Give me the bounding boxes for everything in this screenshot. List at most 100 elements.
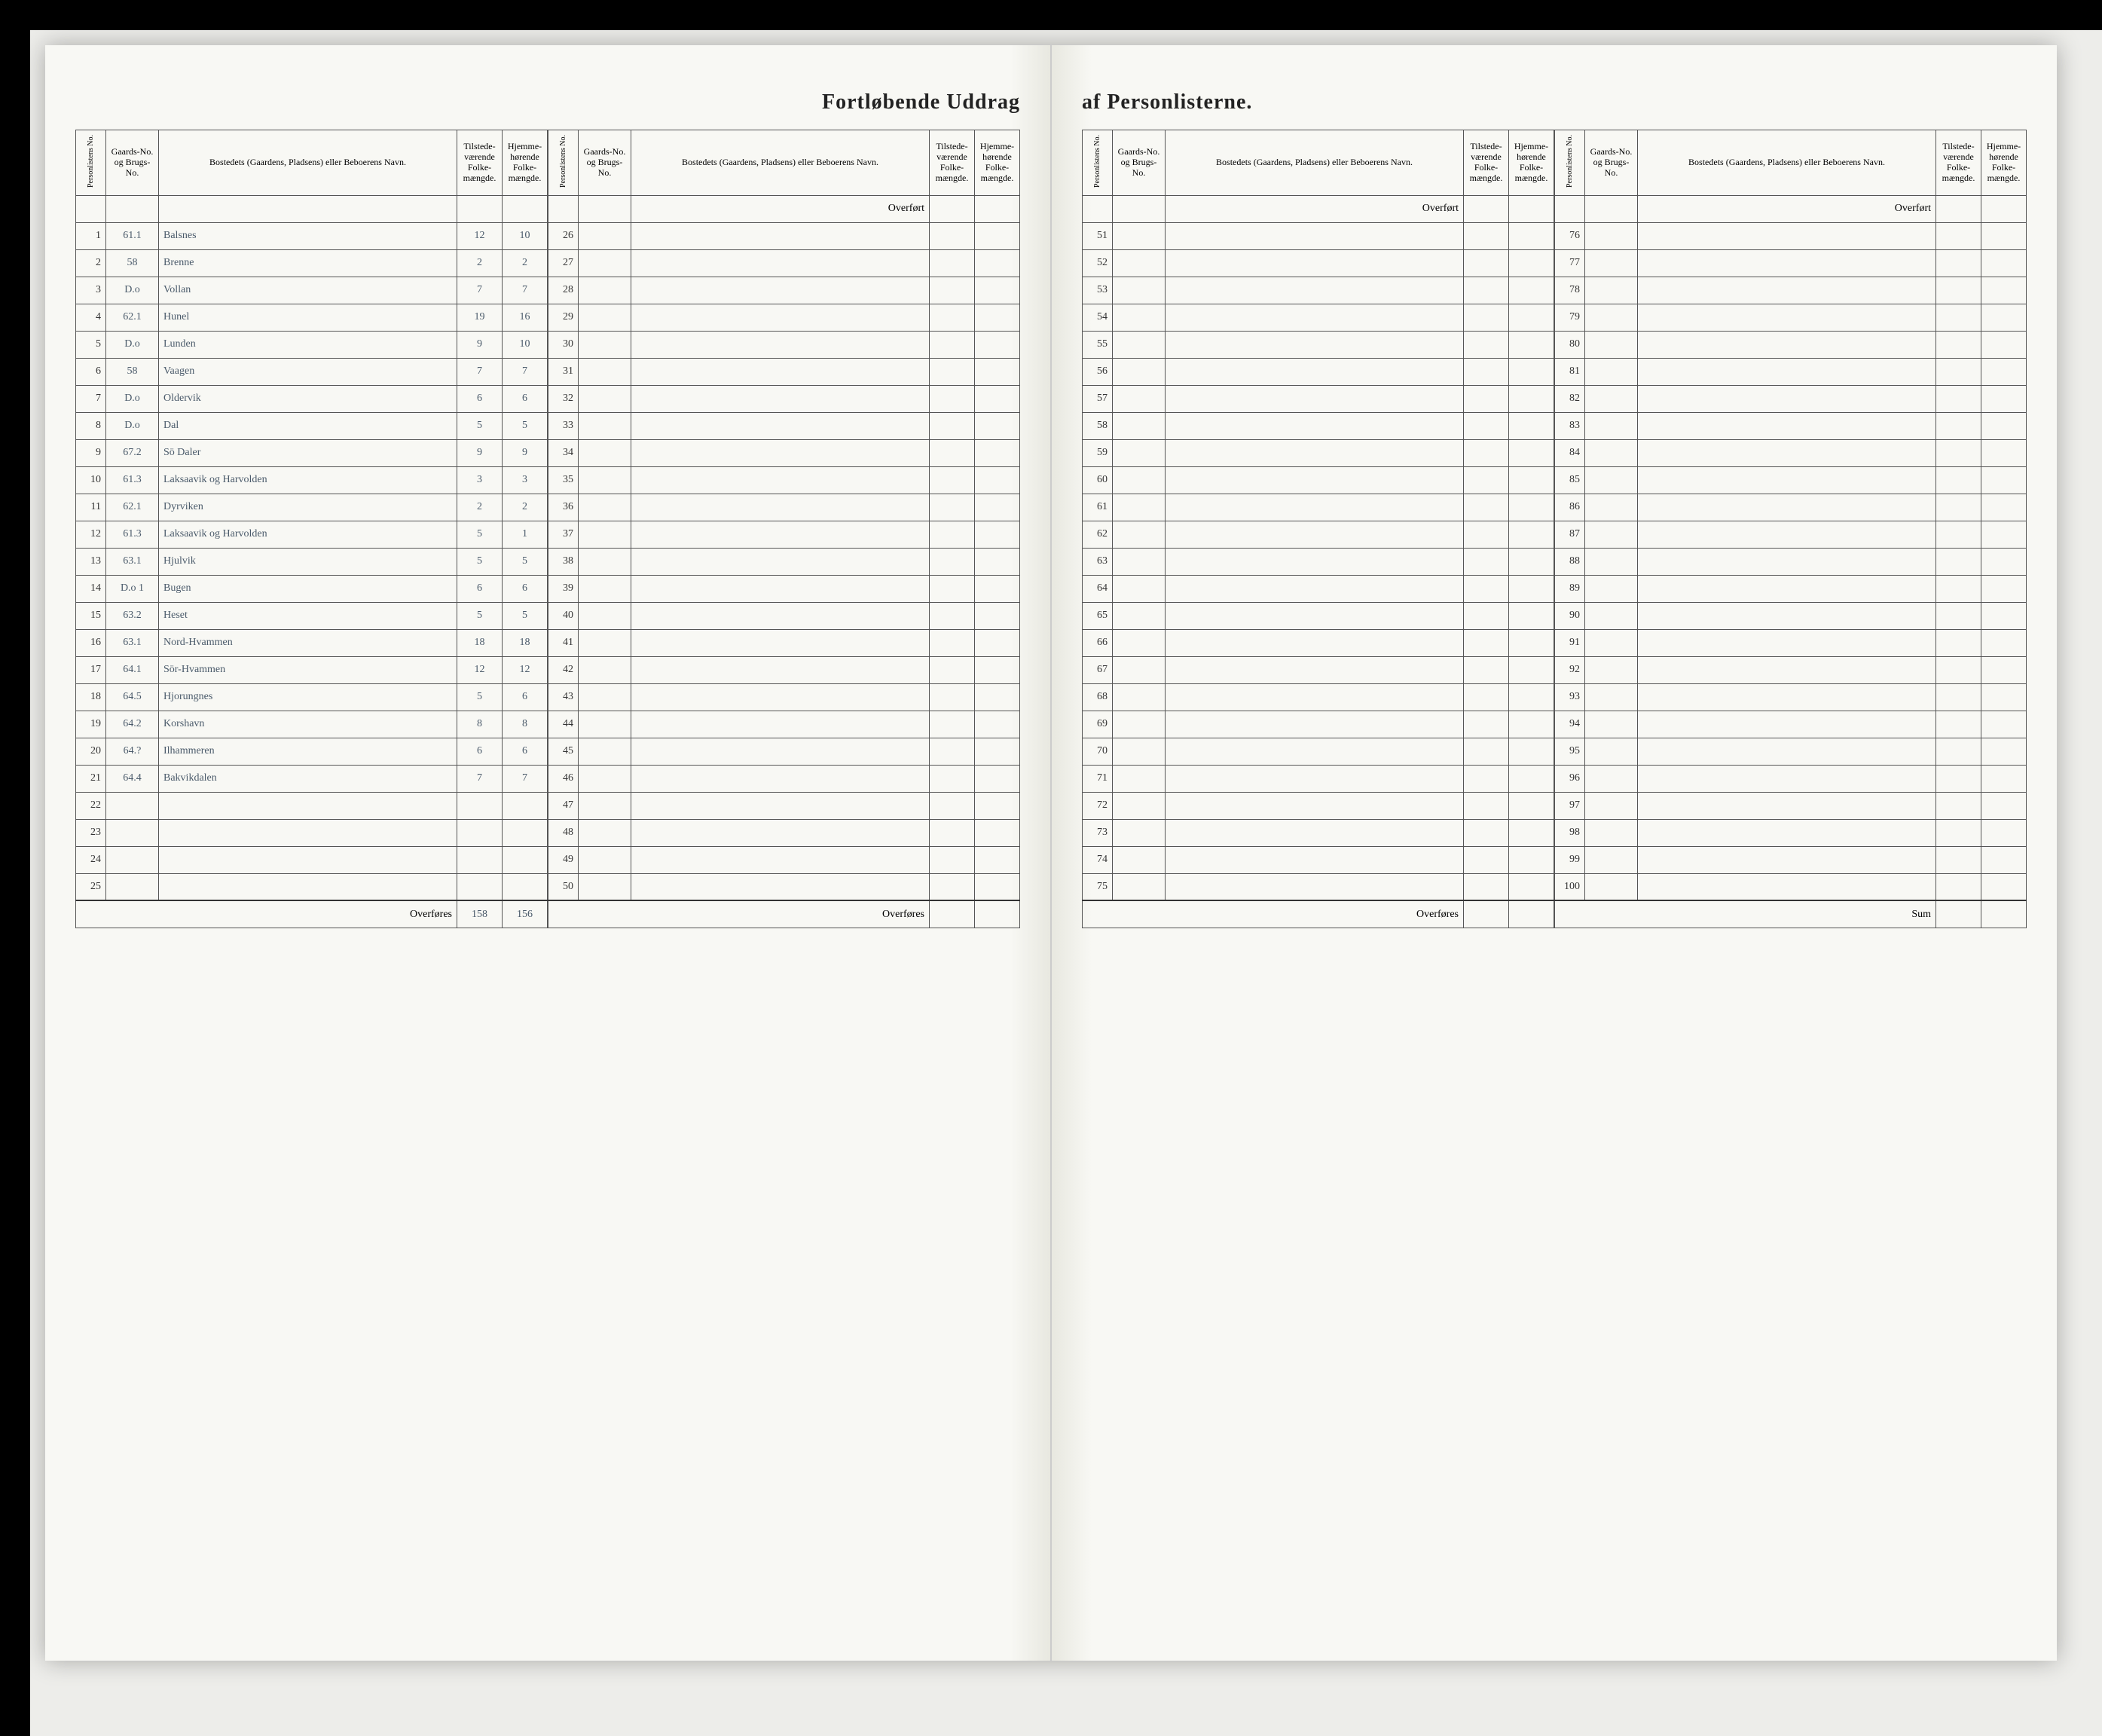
hjemme-count: 5 — [503, 548, 548, 575]
ledger-row: 28 — [548, 277, 1020, 304]
hjemme-count — [1981, 358, 2027, 385]
gaard-no — [1113, 765, 1166, 792]
bosted-name: Hjorungnes — [159, 683, 457, 711]
ledger-row: 52 — [1083, 249, 1554, 277]
tilstede-count — [1936, 792, 1981, 819]
ledger-row: 41 — [548, 629, 1020, 656]
total-hjemme: 156 — [503, 900, 548, 928]
bosted-name — [1638, 466, 1936, 494]
hjemme-count — [1509, 521, 1554, 548]
gaard-no: 64.2 — [106, 711, 159, 738]
row-number: 34 — [548, 439, 579, 466]
hjemme-count — [1981, 439, 2027, 466]
hjemme-count — [1509, 629, 1554, 656]
hjemme-count — [975, 629, 1020, 656]
hjemme-count — [1509, 466, 1554, 494]
hdr-gaard-no: Gaards-No. og Brugs-No. — [1585, 130, 1638, 196]
ledger-row: 38 — [548, 548, 1020, 575]
bosted-name — [631, 575, 930, 602]
bosted-name — [159, 846, 457, 873]
bosted-name: Sö Daler — [159, 439, 457, 466]
hdr-hjemme: Hjemme-hørende Folke-mængde. — [1509, 130, 1554, 196]
ledger-row: 78 — [1555, 277, 2027, 304]
hjemme-count — [1509, 494, 1554, 521]
hjemme-count — [975, 656, 1020, 683]
ledger-row: 5D.oLunden910 — [76, 331, 548, 358]
row-number: 92 — [1555, 656, 1585, 683]
tilstede-count — [1936, 331, 1981, 358]
gaard-no — [1113, 602, 1166, 629]
bosted-name: Korshavn — [159, 711, 457, 738]
tilstede-count — [1464, 249, 1509, 277]
row-number: 52 — [1083, 249, 1113, 277]
ledger-table-3: Personlistens No. Gaards-No. og Brugs-No… — [1082, 130, 1554, 928]
gaard-no — [579, 738, 631, 765]
bosted-name — [1166, 765, 1464, 792]
tilstede-count — [930, 602, 975, 629]
hjemme-count — [1509, 222, 1554, 249]
bosted-name — [1638, 629, 1936, 656]
hjemme-count — [1981, 819, 2027, 846]
overfort-label: Overført — [1638, 195, 1936, 222]
bosted-name — [1638, 656, 1936, 683]
overfores-label: Overføres — [1083, 900, 1464, 928]
ledger-row: 81 — [1555, 358, 2027, 385]
hjemme-count — [503, 846, 548, 873]
tilstede-count: 5 — [457, 412, 503, 439]
row-number: 46 — [548, 765, 579, 792]
row-number: 72 — [1083, 792, 1113, 819]
hjemme-count — [975, 494, 1020, 521]
row-number: 84 — [1555, 439, 1585, 466]
row-number: 76 — [1555, 222, 1585, 249]
gaard-no — [1585, 656, 1638, 683]
tilstede-count: 7 — [457, 277, 503, 304]
bosted-name — [1166, 304, 1464, 331]
ledger-row: 42 — [548, 656, 1020, 683]
bosted-name — [1638, 249, 1936, 277]
tilstede-count — [1464, 412, 1509, 439]
tilstede-count — [1464, 331, 1509, 358]
row-number: 43 — [548, 683, 579, 711]
row-number: 85 — [1555, 466, 1585, 494]
gaard-no — [106, 792, 159, 819]
row-number: 59 — [1083, 439, 1113, 466]
bosted-name: Brenne — [159, 249, 457, 277]
hjemme-count — [975, 521, 1020, 548]
overfores-label: Overføres — [76, 900, 457, 928]
hjemme-count — [1981, 466, 2027, 494]
gaard-no — [1585, 412, 1638, 439]
tilstede-count — [457, 846, 503, 873]
tilstede-count — [930, 412, 975, 439]
gaard-no — [1113, 385, 1166, 412]
overfort-label: Overført — [1166, 195, 1464, 222]
tilstede-count — [1936, 819, 1981, 846]
row-number: 36 — [548, 494, 579, 521]
gaard-no — [1585, 521, 1638, 548]
ledger-row: 70 — [1083, 738, 1554, 765]
bosted-name — [1166, 494, 1464, 521]
hjemme-count — [1981, 277, 2027, 304]
row-number: 95 — [1555, 738, 1585, 765]
hjemme-count — [975, 222, 1020, 249]
tilstede-count — [1936, 466, 1981, 494]
gaard-no: 63.1 — [106, 629, 159, 656]
scan-surface: Fortløbende Uddrag Personlistens No. Gaa… — [0, 0, 2102, 1736]
gaard-no — [1113, 304, 1166, 331]
bosted-name: Lunden — [159, 331, 457, 358]
tilstede-count: 12 — [457, 656, 503, 683]
hjemme-count — [975, 439, 1020, 466]
ledger-row: 64 — [1083, 575, 1554, 602]
row-number: 22 — [76, 792, 106, 819]
gaard-no — [579, 548, 631, 575]
gaard-no: 58 — [106, 358, 159, 385]
row-number: 96 — [1555, 765, 1585, 792]
hdr-gaard-no: Gaards-No. og Brugs-No. — [106, 130, 159, 196]
row-number: 93 — [1555, 683, 1585, 711]
ledger-row: 91 — [1555, 629, 2027, 656]
hjemme-count — [1981, 629, 2027, 656]
bosted-name — [631, 249, 930, 277]
tilstede-count — [1464, 575, 1509, 602]
gaard-no — [1585, 602, 1638, 629]
gaard-no — [579, 846, 631, 873]
gaard-no — [1585, 819, 1638, 846]
